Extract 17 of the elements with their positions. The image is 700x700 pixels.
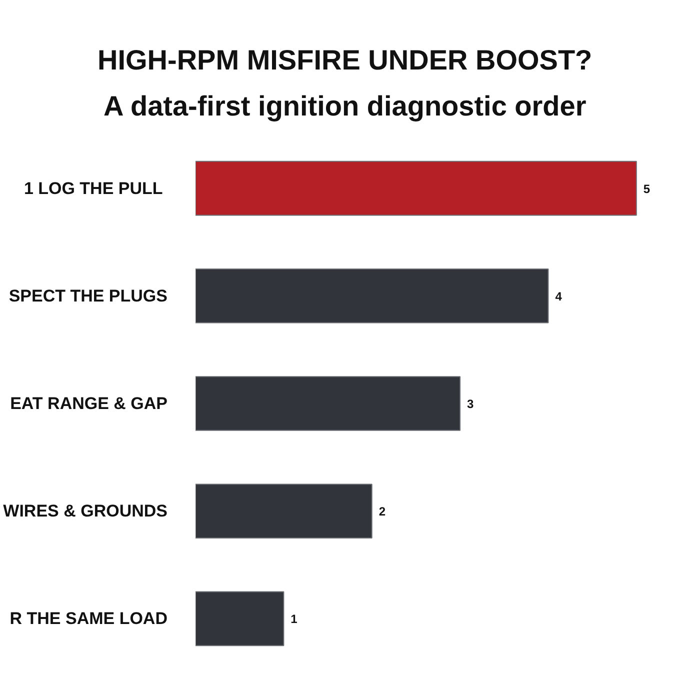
- bar: [196, 268, 549, 324]
- y-tick-label: SPECT THE PLUGS: [8, 286, 168, 306]
- data-label: 1: [290, 612, 298, 626]
- y-tick-label: R THE SAME LOAD: [10, 609, 168, 628]
- bar: [196, 591, 284, 646]
- y-tick-label: WIRES & GROUNDS: [3, 502, 168, 521]
- chart-title: HIGH-RPM MISFIRE UNDER BOOST?: [98, 44, 592, 76]
- bar: [196, 376, 461, 431]
- data-label: 5: [643, 182, 650, 196]
- y-tick-label: EAT RANGE & GAP: [10, 394, 168, 413]
- y-tick-label: 1 LOG THE PULL: [24, 178, 163, 198]
- bar: [196, 160, 637, 216]
- chart-subtitle: A data-first ignition diagnostic order: [104, 90, 586, 122]
- bar: [196, 484, 372, 538]
- data-label: 2: [378, 504, 386, 519]
- data-label: 3: [467, 397, 474, 411]
- data-label: 4: [555, 289, 562, 304]
